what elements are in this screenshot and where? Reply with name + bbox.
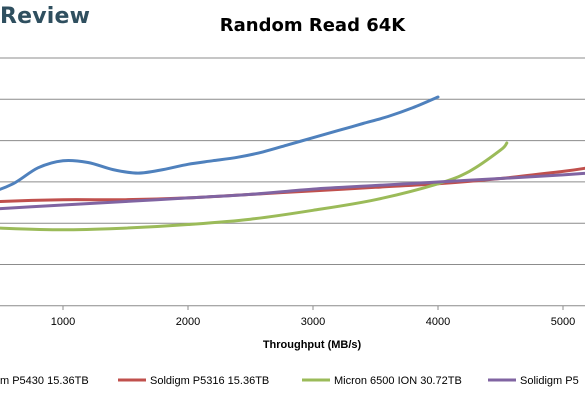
x-tick-label: 3000 <box>301 316 325 328</box>
x-axis: 1000 2000 3000 4000 5000 <box>51 306 575 328</box>
legend-label-solidigm-p5: Solidigm P5 <box>520 375 579 387</box>
series-line-solidigm-p5430 <box>0 95 440 191</box>
legend: m P5430 15.36TB Soldigm P5316 15.36TB Micr… <box>0 375 579 387</box>
legend-label-solidigm-p5430: m P5430 15.36TB <box>0 375 89 387</box>
series-line-soldigm-p5316 <box>0 166 585 204</box>
x-tick-label: 4000 <box>426 316 450 328</box>
brand-logo-text: Review <box>0 4 91 29</box>
series-line-micron-6500-ion <box>0 141 509 232</box>
legend-label-micron-6500-ion: Micron 6500 ION 30.72TB <box>334 375 462 387</box>
chart-title: Random Read 64K <box>219 15 406 36</box>
gridlines <box>0 57 585 307</box>
x-tick-label: 1000 <box>51 316 75 328</box>
x-tick-label: 5000 <box>551 316 575 328</box>
series-line-solidigm-p5 <box>0 171 585 211</box>
x-tick-label: 2000 <box>176 316 200 328</box>
series-lines <box>0 95 585 232</box>
x-axis-title: Throughput (MB/s) <box>263 339 362 351</box>
legend-label-soldigm-p5316: Soldigm P5316 15.36TB <box>150 375 269 387</box>
